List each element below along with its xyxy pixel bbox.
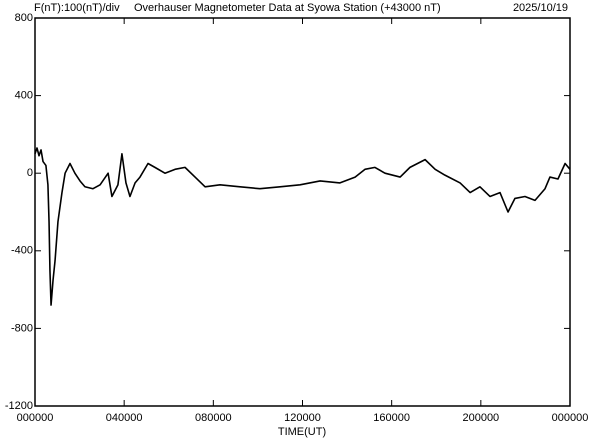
plot-frame — [34, 17, 571, 407]
x-axis-label: TIME(UT) — [278, 426, 326, 438]
x-tick-label: 000000 — [552, 412, 589, 424]
x-tick-label: 000000 — [17, 412, 54, 424]
scale-label: F(nT):100(nT)/div — [34, 2, 120, 14]
y-tick-label: -800 — [11, 322, 33, 334]
y-tick-label: 800 — [15, 12, 33, 24]
y-tick-label: 400 — [15, 90, 33, 102]
chart-title: Overhauser Magnetometer Data at Syowa St… — [134, 2, 441, 14]
x-tick-label: 120000 — [284, 412, 321, 424]
x-tick-label: 200000 — [462, 412, 499, 424]
y-tick-label: -1200 — [5, 400, 33, 412]
x-tick-label: 080000 — [195, 412, 232, 424]
x-tick-label: 160000 — [373, 412, 410, 424]
y-tick-label: -400 — [11, 245, 33, 257]
x-tick-label: 040000 — [106, 412, 143, 424]
y-tick-label: 0 — [27, 167, 33, 179]
date-label: 2025/10/19 — [513, 2, 568, 14]
data-line — [34, 147, 571, 306]
